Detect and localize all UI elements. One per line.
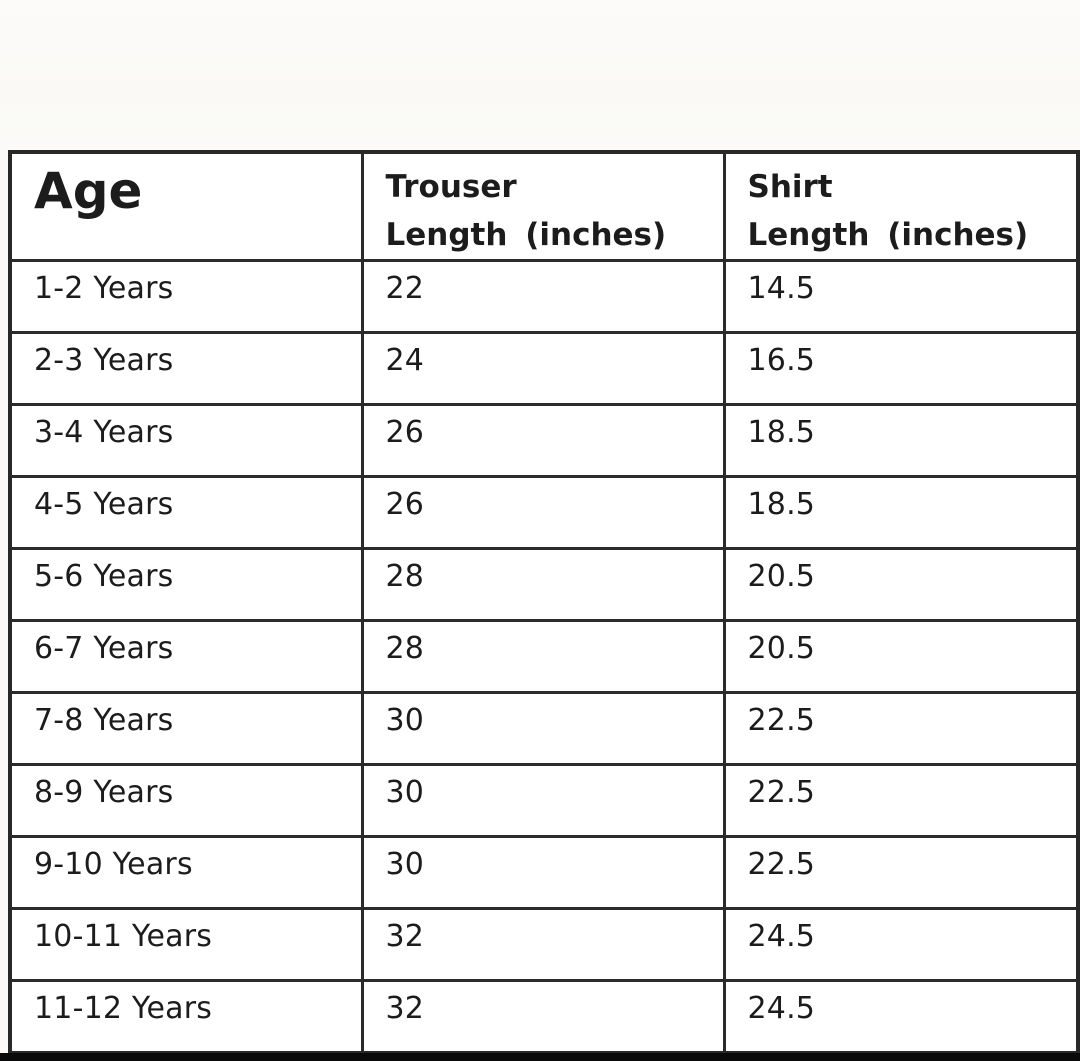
header-shirt-line1: Shirt [747,169,833,205]
table-row: 10-11 Years 32 24.5 [8,907,1080,982]
table-row: 4-5 Years 26 18.5 [8,475,1080,550]
shirt-length-cell: 14.5 [722,259,1080,334]
age-cell: 8-9 Years [8,763,364,838]
shirt-length-cell: 18.5 [722,403,1080,478]
trouser-length-cell: 26 [360,475,726,550]
shirt-length-cell: 24.5 [722,979,1080,1054]
table-row: 8-9 Years 30 22.5 [8,763,1080,838]
age-cell: 6-7 Years [8,619,364,694]
bottom-black-bar [0,1053,1080,1061]
header-shirt-line2: Length (inches) [747,217,1029,253]
age-cell: 4-5 Years [8,475,364,550]
table-row: 2-3 Years 24 16.5 [8,331,1080,406]
header-trouser-line1: Trouser [385,169,517,205]
trouser-length-cell: 32 [360,907,726,982]
table-row: 3-4 Years 26 18.5 [8,403,1080,478]
size-table-header: Age Trouser Length (inches) Shirt Length… [8,150,1080,262]
trouser-length-cell: 32 [360,979,726,1054]
table-row: 9-10 Years 30 22.5 [8,835,1080,910]
size-table: Age Trouser Length (inches) Shirt Length… [8,150,1080,1055]
trouser-length-cell: 24 [360,331,726,406]
shirt-length-cell: 16.5 [722,331,1080,406]
table-header-row: Age Trouser Length (inches) Shirt Length… [8,150,1080,262]
table-row: 7-8 Years 30 22.5 [8,691,1080,766]
shirt-length-cell: 24.5 [722,907,1080,982]
trouser-length-cell: 30 [360,691,726,766]
trouser-length-cell: 28 [360,547,726,622]
trouser-length-cell: 28 [360,619,726,694]
trouser-length-cell: 26 [360,403,726,478]
age-cell: 10-11 Years [8,907,364,982]
header-trouser-length: Trouser Length (inches) [360,150,726,262]
size-chart: Age Trouser Length (inches) Shirt Length… [8,150,1080,1055]
shirt-length-cell: 22.5 [722,835,1080,910]
shirt-length-cell: 20.5 [722,619,1080,694]
table-row: 1-2 Years 22 14.5 [8,259,1080,334]
shirt-length-cell: 20.5 [722,547,1080,622]
header-age: Age [8,150,364,262]
table-row: 5-6 Years 28 20.5 [8,547,1080,622]
table-row: 11-12 Years 32 24.5 [8,979,1080,1054]
trouser-length-cell: 30 [360,763,726,838]
age-cell: 2-3 Years [8,331,364,406]
shirt-length-cell: 22.5 [722,763,1080,838]
age-cell: 3-4 Years [8,403,364,478]
table-row: 6-7 Years 28 20.5 [8,619,1080,694]
trouser-length-cell: 30 [360,835,726,910]
header-shirt-length: Shirt Length (inches) [722,150,1080,262]
shirt-length-cell: 22.5 [722,691,1080,766]
header-trouser-line2: Length (inches) [385,217,667,253]
age-cell: 11-12 Years [8,979,364,1054]
age-cell: 1-2 Years [8,259,364,334]
age-cell: 9-10 Years [8,835,364,910]
shirt-length-cell: 18.5 [722,475,1080,550]
age-cell: 7-8 Years [8,691,364,766]
size-table-body: 1-2 Years 22 14.5 2-3 Years 24 16.5 3-4 Years 2… [8,259,1080,1054]
page-top-margin [0,0,1080,150]
age-cell: 5-6 Years [8,547,364,622]
trouser-length-cell: 22 [360,259,726,334]
